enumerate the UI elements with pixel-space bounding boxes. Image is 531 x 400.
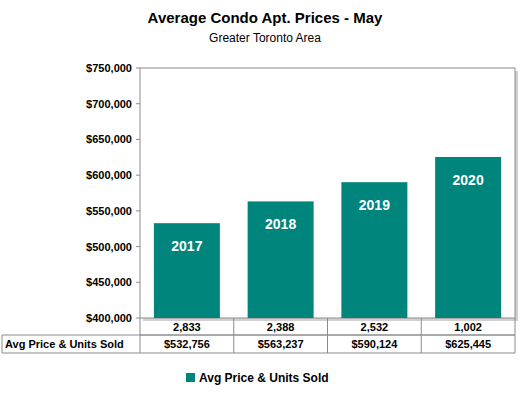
chart: Average Condo Apt. Prices - May Greater T… — [0, 0, 531, 400]
bar — [248, 201, 314, 318]
units-sold: 2,532 — [361, 321, 389, 333]
y-tick-label: $750,000 — [86, 62, 132, 74]
y-tick — [136, 139, 140, 140]
y-tick-label: $450,000 — [86, 276, 132, 288]
table-line — [421, 318, 422, 353]
y-tick — [136, 246, 140, 247]
y-tick-label: $650,000 — [86, 133, 132, 145]
table-row-label: Avg Price & Units Sold — [5, 338, 124, 350]
y-tick-label: $400,000 — [86, 312, 132, 324]
y-tick-label: $500,000 — [86, 241, 132, 253]
category-label: 2018 — [265, 216, 296, 232]
units-sold: 1,002 — [454, 321, 482, 333]
table-line — [515, 318, 516, 353]
table-line — [2, 335, 3, 353]
y-tick — [136, 282, 140, 283]
y-tick-label: $700,000 — [86, 98, 132, 110]
units-sold: 2,388 — [267, 321, 295, 333]
y-tick-label: $550,000 — [86, 205, 132, 217]
table-line — [140, 318, 141, 353]
price-label: $590,124 — [351, 338, 398, 350]
table-line — [2, 353, 515, 354]
bar — [154, 223, 220, 318]
table-line — [233, 318, 234, 353]
y-tick-label: $600,000 — [86, 169, 132, 181]
category-label: 2020 — [453, 172, 484, 188]
plot-area — [140, 68, 515, 318]
y-tick — [136, 318, 140, 319]
bar — [435, 157, 501, 318]
price-label: $625,445 — [445, 338, 491, 350]
title: Average Condo Apt. Prices - May — [148, 9, 383, 26]
price-label: $532,756 — [164, 338, 210, 350]
units-sold: 2,833 — [173, 321, 201, 333]
y-tick — [136, 210, 140, 211]
y-tick — [136, 68, 140, 69]
category-label: 2017 — [171, 238, 202, 254]
price-label: $563,237 — [258, 338, 304, 350]
table-line — [2, 335, 515, 336]
subtitle: Greater Toronto Area — [209, 31, 321, 45]
legend-swatch — [186, 373, 195, 382]
category-label: 2019 — [359, 197, 390, 213]
y-tick — [136, 103, 140, 104]
y-tick — [136, 175, 140, 176]
table-line — [327, 318, 328, 353]
bar — [341, 182, 407, 318]
legend-label: Avg Price & Units Sold — [199, 371, 329, 385]
